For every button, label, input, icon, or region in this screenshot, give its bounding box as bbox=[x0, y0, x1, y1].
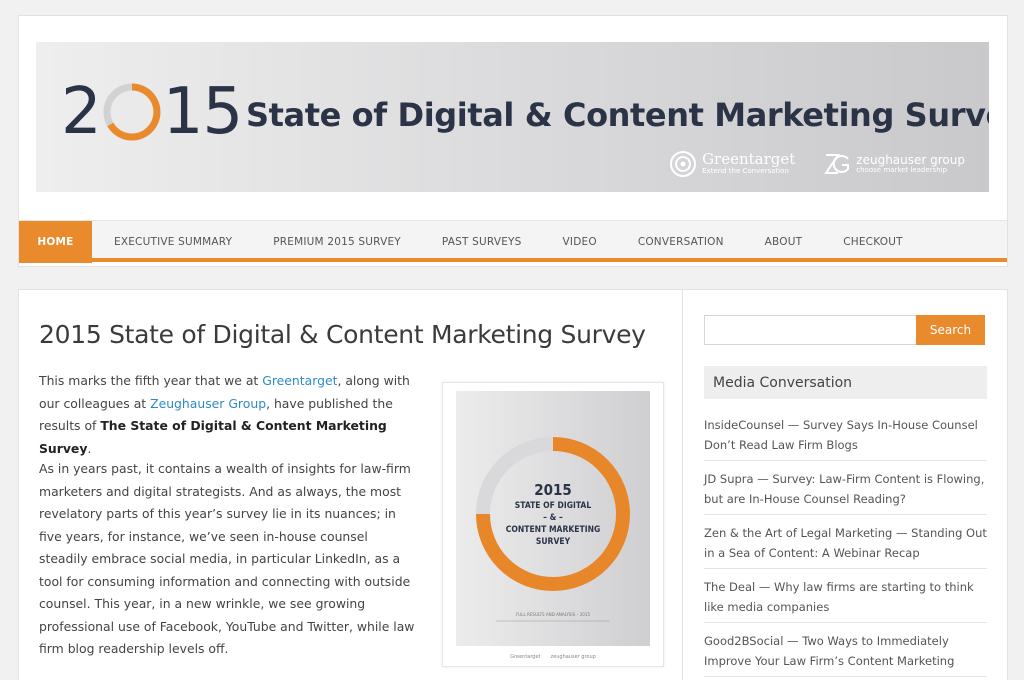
search-input[interactable] bbox=[704, 315, 917, 345]
cover-line-2: – & – bbox=[543, 513, 563, 523]
survey-cover-image[interactable]: 2015 STATE OF DIGITAL – & – CONTENT MARK… bbox=[442, 382, 664, 667]
nav-premium-2015-survey[interactable]: PREMIUM 2015 SURVEY bbox=[273, 236, 401, 248]
site-header: 2 15 State of Digital & Content Marketin… bbox=[18, 15, 1008, 267]
greentarget-link[interactable]: Greentarget bbox=[262, 373, 338, 388]
header-banner[interactable]: 2 15 State of Digital & Content Marketin… bbox=[36, 42, 989, 192]
intro-text-3: , have published the results of bbox=[39, 395, 393, 434]
zeughauser-logo: zeughauser group choose market leadershi… bbox=[823, 150, 965, 178]
intro-text-2: , along with our colleagues at bbox=[39, 373, 410, 411]
nav-past-surveys[interactable]: PAST SURVEYS bbox=[441, 236, 522, 248]
cover-line-4: SURVEY bbox=[535, 537, 571, 547]
greentarget-tagline: Extend the Conversation bbox=[702, 167, 789, 176]
sidebar: Search Media Conversation InsideCounsel … bbox=[683, 289, 1008, 680]
year-digit-left: 2 bbox=[61, 75, 102, 149]
zeughauser-group-link[interactable]: Zeughauser Group bbox=[150, 395, 267, 411]
cover-line-3: CONTENT MARKETING bbox=[505, 525, 601, 535]
list-item[interactable]: JD Supra — Survey: Law-Firm Content is F… bbox=[704, 466, 987, 515]
banner-year: 2 15 bbox=[61, 72, 243, 152]
list-item[interactable]: InsideCounsel — Survey Says In-House Cou… bbox=[704, 412, 987, 461]
media-conversation-list: InsideCounsel — Survey Says In-House Cou… bbox=[704, 412, 987, 680]
cover-logos: Greentarget zeughauser group bbox=[443, 647, 663, 667]
list-item[interactable]: Good2BSocial — Two Ways to Immediately I… bbox=[704, 628, 987, 677]
zeughauser-name: zeughauser group bbox=[856, 152, 965, 167]
intro-paragraph: This marks the fifth year that we at Gre… bbox=[39, 370, 419, 460]
banner-logos: Greentarget Extend the Conversation zeug… bbox=[669, 150, 965, 178]
survey-name-bold: The State of Digital & Content Marketing… bbox=[39, 418, 387, 456]
cover-logo-zeughauser: zeughauser group bbox=[550, 654, 596, 660]
nav-home[interactable]: HOME bbox=[19, 221, 92, 263]
intro-text-4: . bbox=[87, 440, 92, 456]
nav-executive-summary[interactable]: EXECUTIVE SUMMARY bbox=[114, 236, 233, 248]
list-item[interactable]: The Deal — Why law firms are starting to… bbox=[704, 574, 987, 623]
intro-text-1: This marks the fifth year that we at bbox=[39, 373, 263, 388]
cover-ring-icon bbox=[476, 437, 630, 622]
list-item[interactable]: Zen & the Art of Legal Marketing — Stand… bbox=[704, 520, 987, 569]
nav-checkout[interactable]: CHECKOUT bbox=[843, 236, 903, 248]
year-digit-right: 15 bbox=[162, 75, 243, 149]
greentarget-mark-icon bbox=[670, 151, 697, 177]
orange-ring-icon bbox=[103, 83, 161, 141]
page-title: 2015 State of Digital & Content Marketin… bbox=[39, 320, 646, 349]
zeughauser-tagline: choose market leadership bbox=[856, 165, 948, 174]
cover-year: 2015 bbox=[534, 481, 572, 499]
nav-conversation[interactable]: CONVERSATION bbox=[637, 236, 724, 248]
search-button[interactable]: Search bbox=[916, 315, 985, 345]
nav-about[interactable]: ABOUT bbox=[764, 236, 803, 248]
zeughauser-mark-icon bbox=[824, 154, 850, 174]
main-content: 2015 State of Digital & Content Marketin… bbox=[18, 289, 683, 680]
nav-video[interactable]: VIDEO bbox=[562, 236, 597, 248]
greentarget-logo: Greentarget Extend the Conversation bbox=[669, 150, 795, 178]
banner-title: State of Digital & Content Marketing Sur… bbox=[246, 96, 989, 134]
greentarget-name: Greentarget bbox=[702, 150, 796, 169]
survey-cover: 2015 STATE OF DIGITAL – & – CONTENT MARK… bbox=[456, 391, 650, 646]
media-conversation-title: Media Conversation bbox=[704, 366, 987, 399]
cover-line-1: STATE OF DIGITAL bbox=[514, 501, 592, 511]
main-nav: HOME EXECUTIVE SUMMARY PREMIUM 2015 SURV… bbox=[19, 220, 1007, 263]
insights-paragraph: As in years past, it contains a wealth o… bbox=[39, 461, 415, 656]
cover-footer-text: FULL RESULTS AND ANALYSIS – 2015 bbox=[515, 613, 591, 618]
cover-logo-greentarget: Greentarget bbox=[510, 654, 541, 660]
